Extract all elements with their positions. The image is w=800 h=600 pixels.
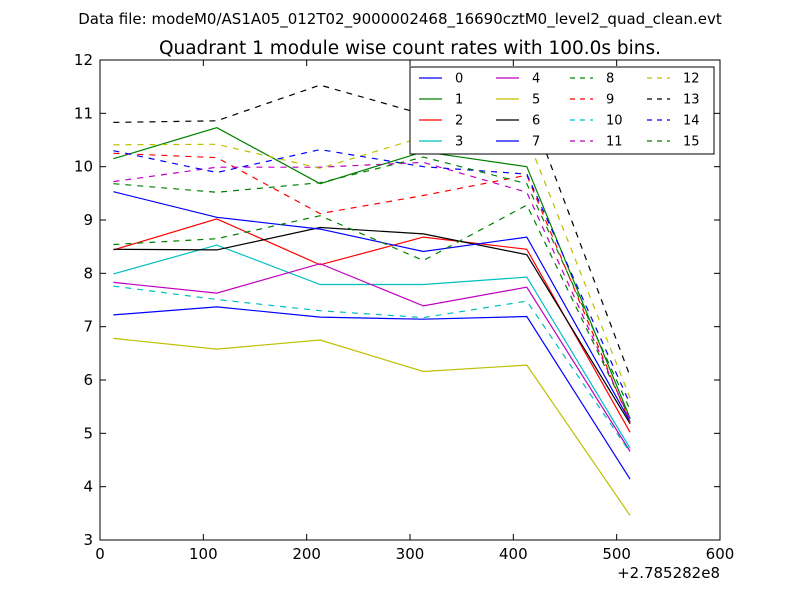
- y-tick-label: 11: [74, 104, 93, 122]
- legend-label-14: 14: [683, 114, 700, 129]
- chart-title: Quadrant 1 module wise count rates with …: [159, 38, 661, 59]
- y-tick-label: 7: [83, 318, 93, 336]
- legend-label-2: 2: [455, 114, 463, 129]
- x-tick-label: 300: [396, 545, 425, 563]
- legend-label-7: 7: [532, 135, 540, 150]
- x-tick-label: 600: [706, 545, 735, 563]
- legend-label-10: 10: [606, 114, 623, 129]
- data-file-suptitle: Data file: modeM0/AS1A05_012T02_90000024…: [78, 10, 722, 29]
- y-tick-label: 10: [74, 158, 93, 176]
- series-line-2: [113, 218, 631, 433]
- legend-label-0: 0: [455, 72, 463, 87]
- series-line-9: [113, 152, 631, 423]
- y-tick-label: 6: [83, 371, 93, 389]
- series-line-4: [113, 263, 631, 452]
- y-tick-label: 3: [83, 531, 93, 549]
- y-tick-label: 12: [74, 51, 93, 69]
- series-line-8: [113, 204, 631, 420]
- series-line-12: [113, 136, 631, 399]
- series-line-14: [113, 148, 631, 405]
- legend-label-4: 4: [532, 72, 540, 87]
- y-tick-label: 8: [83, 264, 93, 282]
- series-line-15: [113, 156, 631, 411]
- series-layer: [113, 84, 631, 516]
- series-line-7: [113, 191, 631, 422]
- series-line-0: [113, 306, 631, 480]
- x-tick-label: 100: [189, 545, 218, 563]
- legend-label-6: 6: [532, 114, 540, 129]
- legend-label-1: 1: [455, 93, 463, 108]
- series-line-10: [113, 285, 631, 453]
- y-tick-label: 9: [83, 211, 93, 229]
- y-tick-label: 4: [83, 478, 93, 496]
- x-tick-label: 0: [95, 545, 105, 563]
- series-line-5: [113, 337, 631, 516]
- legend-label-9: 9: [606, 93, 614, 108]
- series-line-1: [113, 127, 631, 419]
- legend-label-5: 5: [532, 93, 540, 108]
- legend-box: [409, 66, 715, 155]
- series-line-11: [113, 161, 631, 421]
- legend-label-15: 15: [683, 135, 700, 150]
- x-offset-label: +2.785282e8: [617, 564, 720, 582]
- legend-label-13: 13: [683, 93, 700, 108]
- y-tick-label: 5: [83, 424, 93, 442]
- x-tick-label: 400: [499, 545, 528, 563]
- legend-label-12: 12: [683, 72, 700, 87]
- x-tick-label: 500: [602, 545, 631, 563]
- legend-label-8: 8: [606, 72, 614, 87]
- legend-label-3: 3: [455, 135, 463, 150]
- legend-label-11: 11: [606, 135, 623, 150]
- series-line-6: [113, 226, 631, 425]
- x-tick-label: 200: [292, 545, 321, 563]
